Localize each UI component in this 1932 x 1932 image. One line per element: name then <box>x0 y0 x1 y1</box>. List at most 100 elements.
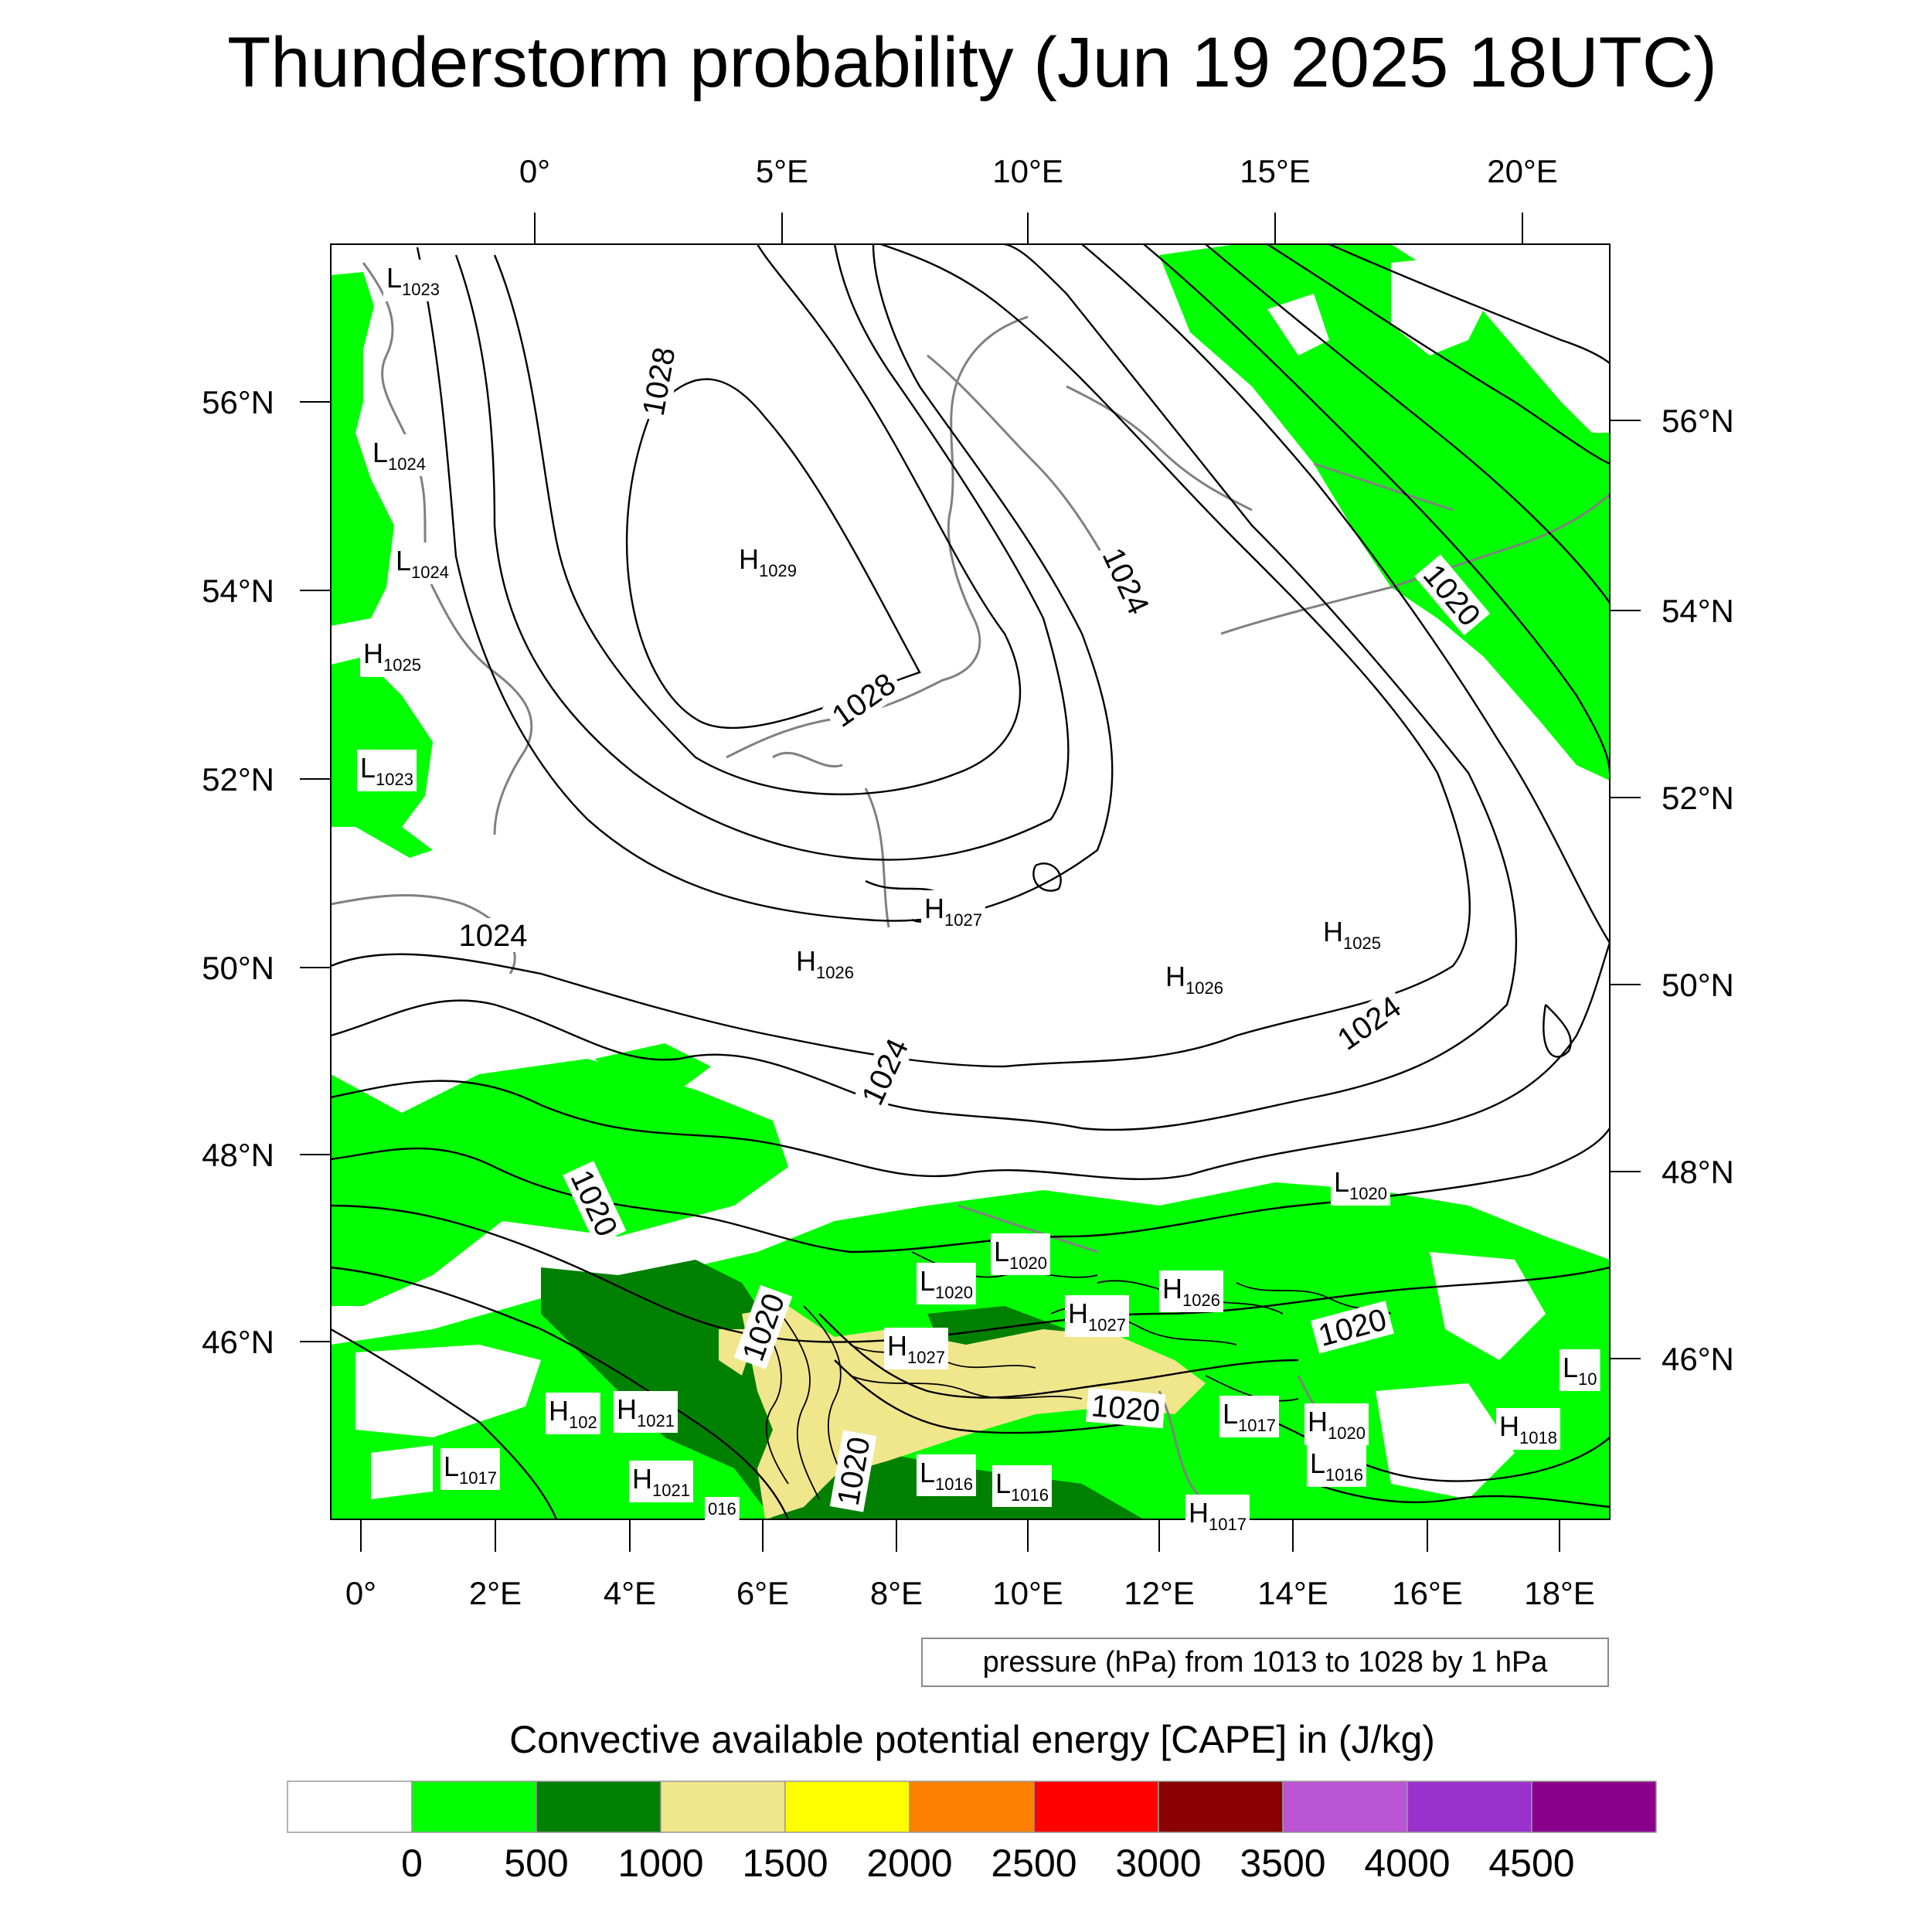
pressure-center-label: H1021 <box>632 1463 690 1500</box>
isobar-label-bg <box>454 918 532 952</box>
bottom-lon-label: 8°E <box>870 1575 923 1611</box>
left-lat-label: 56°N <box>202 384 274 420</box>
tick-marks <box>300 213 1641 1552</box>
pressure-center-label-bg <box>793 943 857 985</box>
bottom-lon-labels: 0° 2°E 4°E 6°E 8°E 10°E 12°E 14°E 16°E 1… <box>345 1575 1595 1611</box>
bottom-lon-label: 16°E <box>1392 1575 1463 1611</box>
pressure-center-label: L1017 <box>1223 1398 1276 1435</box>
colorbar-cell <box>1406 1781 1532 1833</box>
pressure-center-label-bg <box>1560 1349 1600 1391</box>
pressure-center-label: H1025 <box>363 638 421 675</box>
bottom-lon-label: 12°E <box>1124 1575 1195 1611</box>
pressure-center-label-bg <box>383 260 443 301</box>
left-lat-label: 46°N <box>202 1324 274 1360</box>
pressure-center-label: L1023 <box>360 752 413 789</box>
cape-area-dark <box>541 1260 1144 1519</box>
colorbar-cell <box>660 1781 786 1833</box>
isobar-label-bg <box>852 1029 917 1114</box>
map-frame <box>330 243 1611 1520</box>
isobar-label-bg <box>563 1161 627 1246</box>
top-lon-label: 10°E <box>992 153 1063 189</box>
pressure-center-label: H102 <box>549 1395 597 1432</box>
isobar-label-bg <box>634 340 682 423</box>
pressure-center-label-bg <box>991 1233 1050 1275</box>
pressure-center-label-bg <box>917 1454 976 1496</box>
cape-area-south-gap4 <box>371 1445 433 1499</box>
cape-area-nw <box>331 272 394 626</box>
pressure-center-label-bg <box>440 1448 500 1490</box>
colorbar-label: 0 <box>401 1842 423 1885</box>
bottom-lon-label: 0° <box>345 1575 376 1611</box>
isobar-label-bg <box>1310 1301 1394 1354</box>
pressure-center-label: H1027 <box>1068 1298 1126 1335</box>
pressure-center-label: L1016 <box>995 1468 1049 1505</box>
cape-area-south-gap2 <box>1430 1252 1546 1360</box>
left-lat-label: 50°N <box>202 950 274 986</box>
pressure-center-label-bg <box>1159 1270 1223 1312</box>
colorbar-title: Convective available potential energy [C… <box>509 1718 1435 1761</box>
colorbar-cell <box>1158 1781 1284 1833</box>
colorbar <box>287 1781 1657 1833</box>
pressure-center-label-bg <box>921 890 985 932</box>
colorbar-cell <box>784 1781 910 1833</box>
isobar-label-bg <box>1085 1387 1166 1429</box>
bottom-lon-label: 18°E <box>1524 1575 1595 1611</box>
contour-info-text: pressure (hPa) from 1013 to 1028 by 1 hP… <box>983 1646 1549 1679</box>
cape-shading <box>331 244 1610 1519</box>
pressure-center-label: L1016 <box>1310 1447 1363 1485</box>
cape-area-ne-gap1 <box>1391 255 1492 355</box>
right-lat-label: 46°N <box>1662 1341 1734 1377</box>
pressure-center-label: L10 <box>1563 1352 1597 1389</box>
isobar-label-bg <box>1094 539 1158 624</box>
left-lat-label: 52°N <box>202 761 274 798</box>
right-lat-label: 54°N <box>1662 593 1734 629</box>
pressure-center-label: L1020 <box>920 1265 973 1302</box>
pressure-center-label: H1021 <box>617 1393 675 1430</box>
pressure-center-label: H1026 <box>1165 961 1223 998</box>
pressure-center-label-bg <box>1320 913 1384 955</box>
pressure-center-label-bg <box>736 541 800 583</box>
colorbar-label: 2000 <box>866 1842 952 1885</box>
bottom-lon-label: 2°E <box>469 1575 522 1611</box>
isobar-label-bg <box>733 1284 793 1369</box>
pressure-center-label: L1016 <box>920 1457 973 1494</box>
pressure-center-label: 016 <box>708 1499 736 1519</box>
pressure-center-label-bg <box>546 1393 600 1434</box>
pressure-center-label-bg <box>1496 1408 1560 1450</box>
isobar-label: 1024 <box>454 918 532 953</box>
isobar-label-text: 1024 <box>459 919 528 953</box>
isobar-label: 1020 <box>829 1430 876 1512</box>
pressure-center-label-bg <box>629 1461 693 1502</box>
pressure-center-label: H1017 <box>1189 1497 1247 1534</box>
colorbar-cell <box>1531 1781 1657 1833</box>
contour-info-box <box>921 1638 1609 1687</box>
pressure-center-label-bg <box>614 1391 678 1433</box>
isobar-label-bg <box>1414 554 1491 636</box>
colorbar-cell <box>536 1781 662 1833</box>
pressure-center-label: L1020 <box>994 1236 1047 1273</box>
colorbar-label: 3000 <box>1115 1842 1201 1885</box>
pressure-center-label-bg <box>1307 1445 1366 1487</box>
top-lon-label: 15°E <box>1240 153 1311 189</box>
pressure-center-label-bg <box>884 1328 948 1369</box>
left-lat-labels: 56°N 54°N 52°N 50°N 48°N 46°N <box>202 384 274 1360</box>
cape-area-south-gap1 <box>355 1345 541 1437</box>
pressure-center-label-bg <box>1304 1403 1369 1445</box>
isobar-label-bg <box>821 663 905 736</box>
bottom-lon-label: 4°E <box>604 1575 656 1611</box>
cape-area-south-gap3 <box>1376 1383 1515 1499</box>
colorbar-label: 2500 <box>991 1842 1077 1885</box>
pressure-center-label: H1018 <box>1499 1410 1557 1447</box>
colorbar-label: 4500 <box>1488 1842 1574 1885</box>
pressure-center-label-bg <box>369 434 429 476</box>
right-lat-label: 50°N <box>1662 967 1734 1003</box>
cape-area-mid-w <box>331 1059 788 1306</box>
pressure-center-label: L1020 <box>1334 1166 1387 1203</box>
right-lat-labels: 56°N 54°N 52°N 50°N 48°N 46°N <box>1662 403 1734 1377</box>
top-lon-label: 5°E <box>756 153 808 189</box>
isobar-label-bg <box>1327 986 1410 1060</box>
pressure-center-label: L1023 <box>386 262 440 299</box>
left-lat-label: 48°N <box>202 1137 274 1173</box>
top-lon-labels: 0° 5°E 10°E 15°E 20°E <box>519 153 1558 189</box>
